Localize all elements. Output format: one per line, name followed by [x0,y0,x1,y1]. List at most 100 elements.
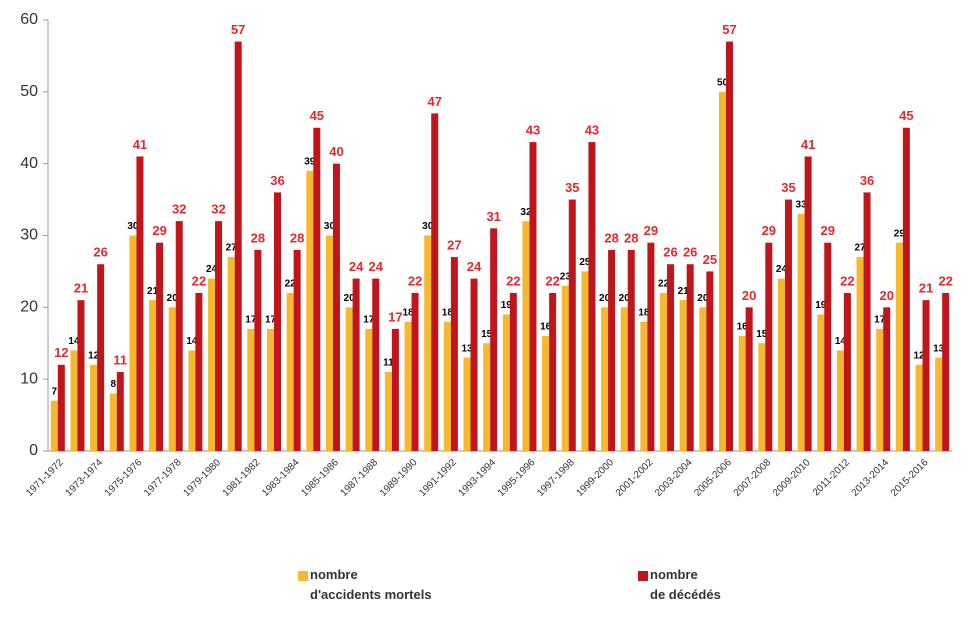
legend-label: nombre de décédés [650,567,721,602]
data-label: 22 [840,273,854,288]
bar [706,271,714,451]
data-label: 7 [52,386,58,397]
data-label: 35 [565,180,579,195]
data-label: 8 [111,379,117,390]
data-label: 19 [815,300,827,311]
bar [876,328,884,451]
bar [254,249,262,451]
data-label: 28 [604,230,618,245]
bar [640,321,648,451]
data-label: 13 [461,343,473,354]
bar [686,264,694,451]
data-label: 22 [506,273,520,288]
x-tick-label: 1973-1974 [64,457,106,499]
bar [443,321,451,451]
bar [490,228,498,451]
data-label: 17 [874,315,886,326]
bar [502,314,510,451]
data-label: 22 [545,273,559,288]
data-label: 20 [599,293,611,304]
data-label: 29 [152,223,166,238]
y-tick-label: 40 [20,155,38,172]
data-label: 29 [762,223,776,238]
data-label: 12 [88,350,100,361]
bar [90,364,98,451]
data-label: 28 [251,230,265,245]
data-label: 14 [186,336,198,347]
data-label: 18 [403,307,415,318]
data-label: 24 [776,264,788,275]
bar [883,307,891,451]
bar [777,278,785,451]
x-tick-label: 2007-2008 [732,457,774,499]
bar [568,199,576,451]
data-label: 19 [501,300,513,311]
x-tick-label: 2011-2012 [811,457,852,498]
bar [620,307,628,451]
bar [797,213,805,451]
bar [483,343,491,451]
bar [726,41,733,452]
data-label: 29 [644,223,658,238]
bar [922,300,930,451]
bar [915,364,923,451]
bar [274,192,281,451]
data-label: 17 [363,315,375,326]
bar [208,278,216,451]
bar [843,292,851,451]
data-label: 20 [167,293,179,304]
bar [627,249,635,451]
bar [195,292,203,451]
bar [745,307,753,451]
bar [608,249,616,451]
data-label: 47 [427,94,441,109]
data-label: 24 [349,259,364,274]
bar [856,257,864,451]
bar [804,156,812,451]
data-label: 11 [383,358,394,369]
data-label: 22 [658,279,670,290]
bar [647,242,655,451]
data-label: 27 [226,243,238,254]
bar [679,300,687,451]
data-label: 25 [579,257,591,268]
bar [836,350,844,451]
y-tick-label: 60 [20,11,38,28]
data-label: 21 [919,281,933,296]
bar [431,113,439,451]
data-label: 14 [68,336,80,347]
bar [758,343,766,451]
data-label: 43 [526,123,540,138]
x-tick-label: 1997-1998 [535,457,577,499]
data-label: 23 [560,271,572,282]
bar [522,221,530,451]
x-tick-label: 2015-2016 [889,457,931,499]
data-label: 41 [801,137,815,152]
bar [549,292,557,451]
bar [234,41,242,452]
bar [902,127,910,451]
x-tick-label: 1993-1994 [457,457,499,499]
data-label: 29 [821,223,835,238]
bar [738,336,746,451]
bar [116,371,124,451]
data-label: 13 [933,343,945,354]
data-label: 26 [663,245,677,260]
y-tick-label: 50 [20,83,38,100]
bar [70,350,78,451]
bar [424,235,432,451]
chart: 01020304050601971-197271214211973-197412… [20,11,953,499]
x-tick-label: 2005-2006 [692,457,734,499]
data-label: 20 [619,293,631,304]
data-label: 36 [860,173,874,188]
legend-swatch [298,571,308,581]
bar [109,393,117,451]
bar [345,307,353,451]
data-label: 18 [638,307,650,318]
data-label: 41 [133,137,147,152]
bar [77,300,85,451]
data-label: 24 [369,259,384,274]
data-label: 12 [54,345,68,360]
data-label: 20 [344,293,356,304]
bar [352,278,360,451]
